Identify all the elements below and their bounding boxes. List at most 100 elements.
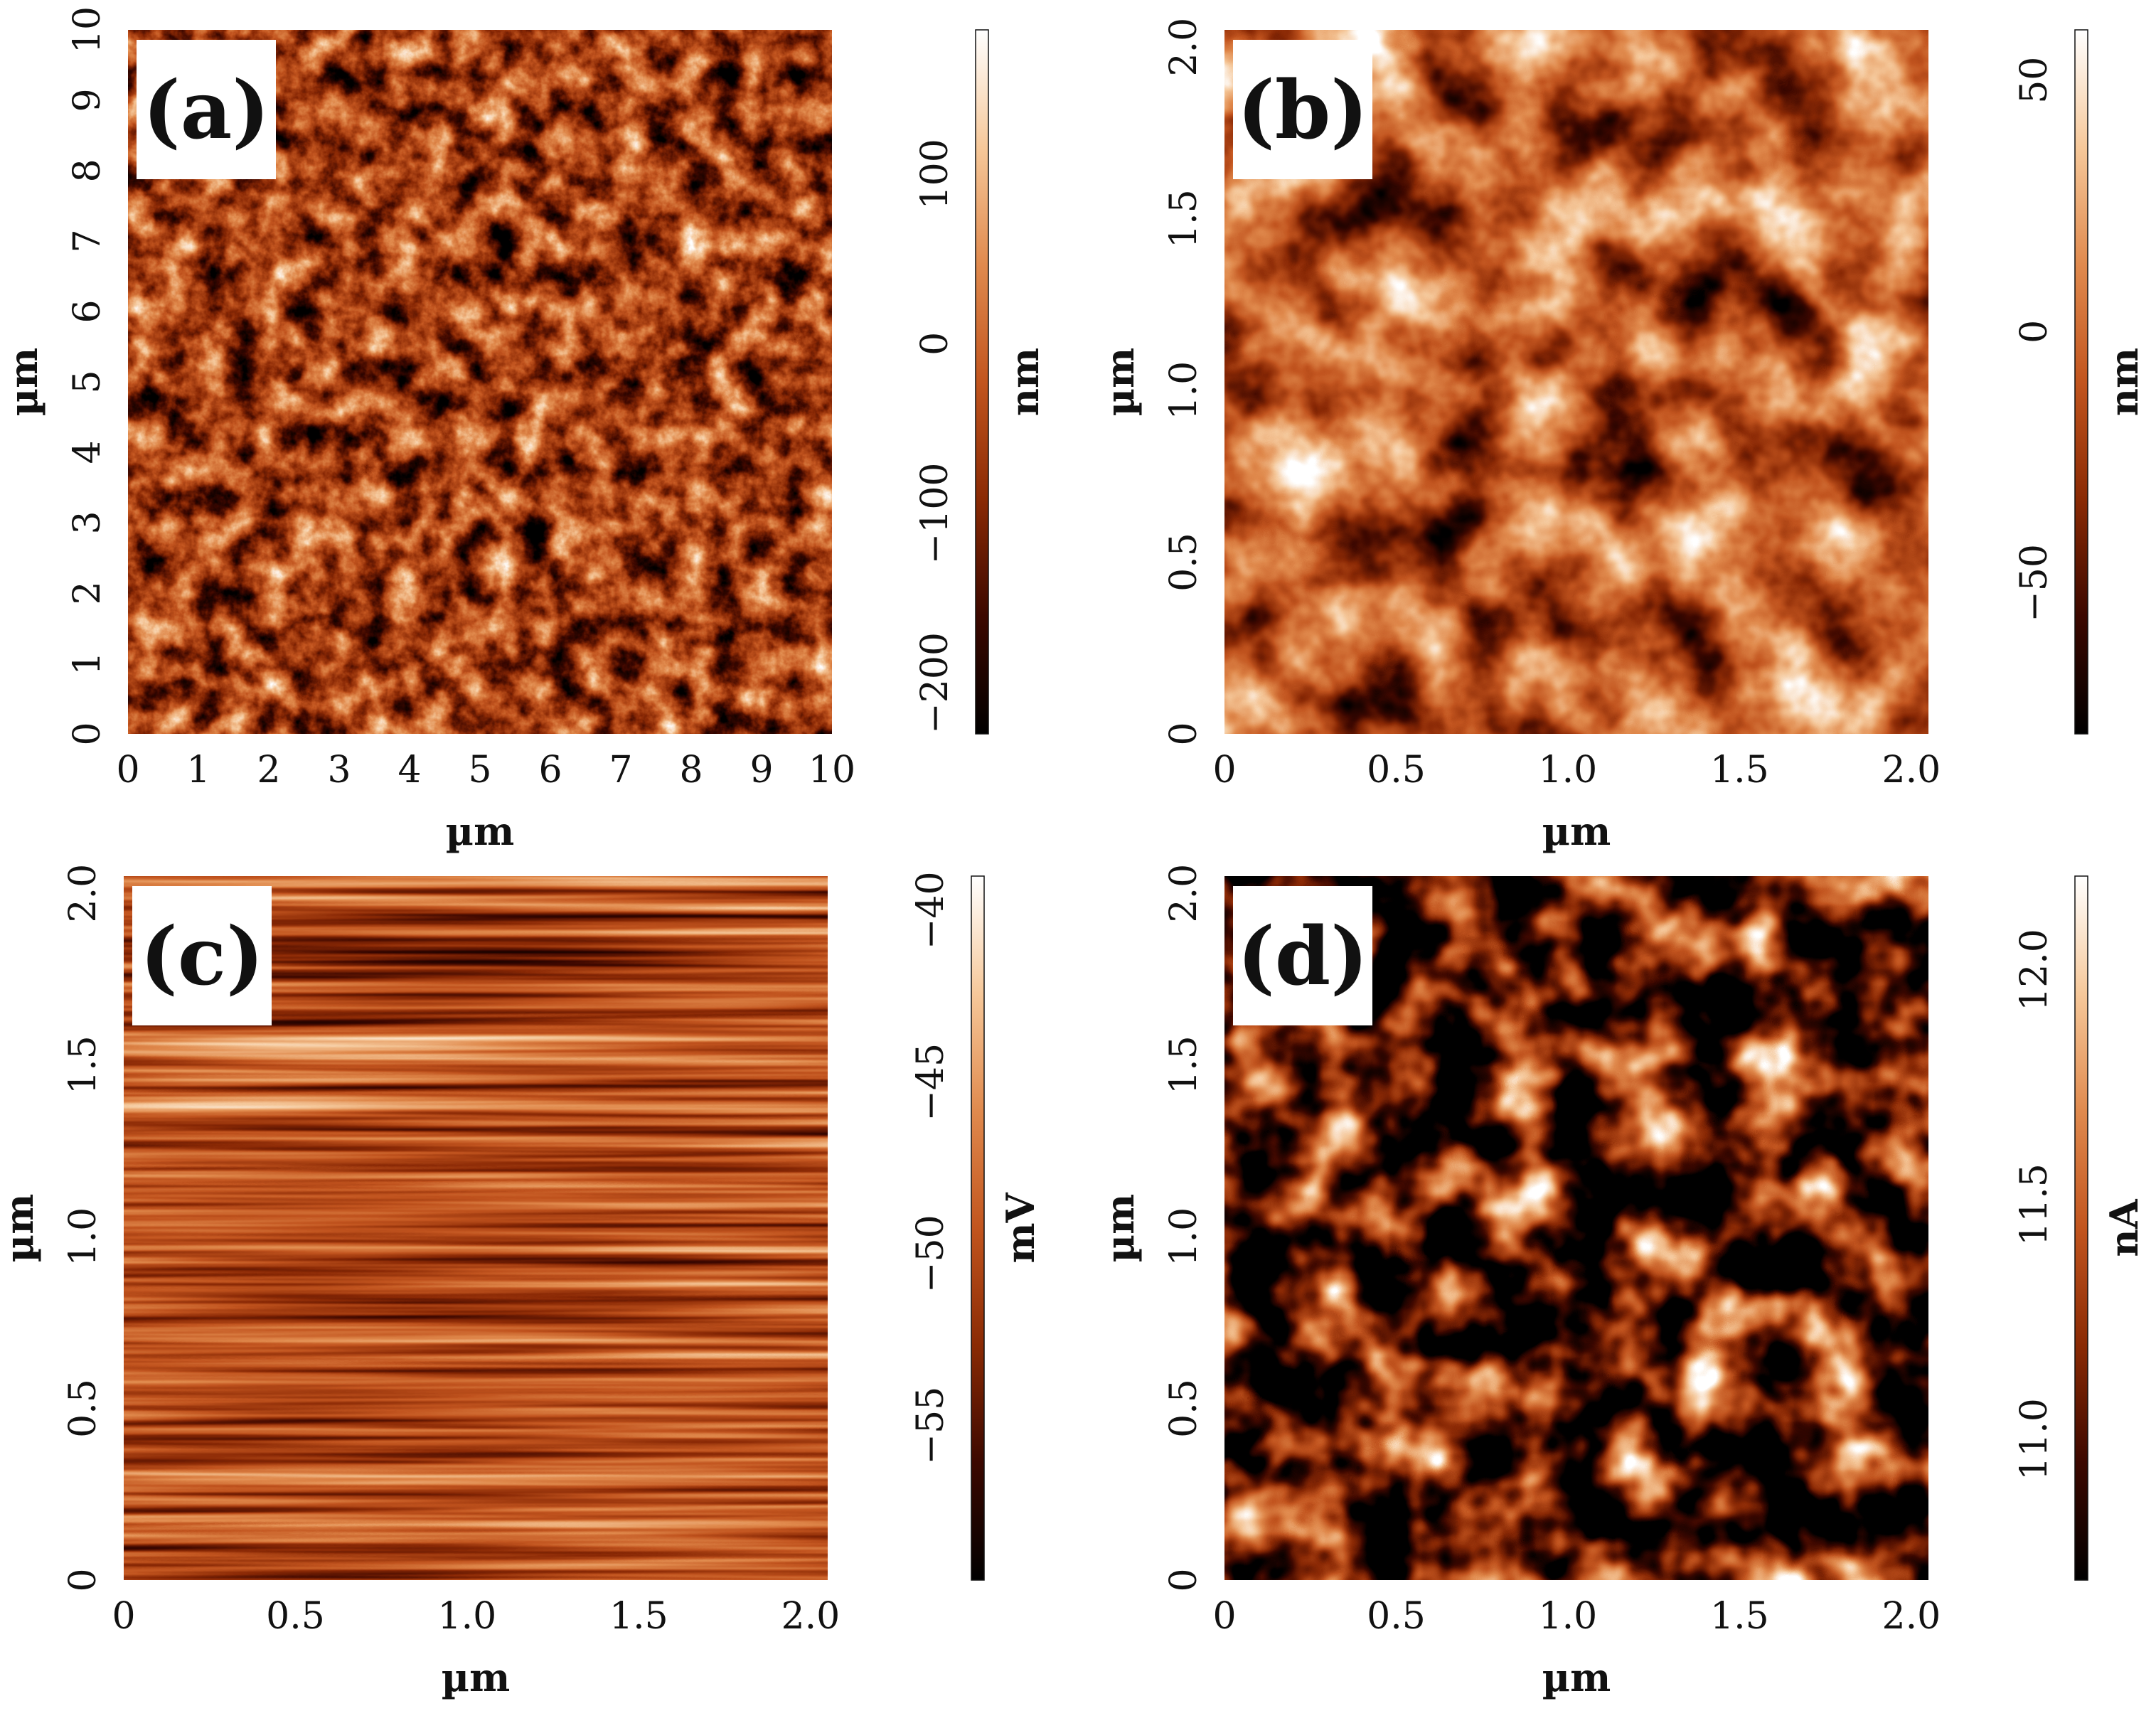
colorbar-unit: nm — [2101, 348, 2147, 416]
y-tick-label: 6 — [66, 299, 109, 323]
y-axis-label: µm — [1, 348, 46, 417]
x-tick-label: 0 — [1212, 1595, 1236, 1638]
colorbar-tick-label: −55 — [909, 1387, 952, 1465]
y-tick-label: 2 — [66, 581, 109, 604]
colorbar-gradient — [975, 29, 989, 735]
colorbar-a: −200 −100 0 100 nm — [914, 29, 1047, 735]
x-tick-label: 10 — [808, 749, 855, 791]
y-tick-label: 0.5 — [1163, 533, 1205, 592]
y-tick-label: 4 — [66, 440, 109, 464]
y-tick-label: 3 — [66, 511, 109, 534]
y-tick-label: 1.5 — [62, 1035, 105, 1094]
x-tick-label: 1.0 — [1539, 1595, 1598, 1638]
colorbar-gradient — [2074, 875, 2088, 1581]
x-tick-label: 4 — [397, 749, 421, 791]
panel-label-text: (b) — [1237, 64, 1368, 157]
y-tick-label: 1.0 — [1163, 361, 1205, 420]
colorbar-tick-label: 12.0 — [2013, 929, 2056, 1011]
x-tick-label: 0.5 — [1367, 749, 1426, 791]
x-tick-label: 1.5 — [1710, 749, 1769, 791]
x-tick-label: 1.0 — [438, 1595, 497, 1638]
panel-label-d: (d) — [1233, 886, 1372, 1025]
panel-label-text: (d) — [1237, 910, 1368, 1003]
x-tick-label: 0 — [112, 1595, 135, 1638]
colorbar-unit: nA — [2101, 1198, 2147, 1257]
panel-b: (b) 0 0.5 1.0 1.5 2.0 0 0.5 1.0 1.5 2.0 µm µm −50 0 50 n… — [1097, 18, 2147, 854]
panel-label-a: (a) — [137, 40, 276, 179]
colorbar-c: −55 −50 −45 −40 mV — [909, 871, 1043, 1581]
panel-label-text: (a) — [143, 64, 270, 157]
y-tick-label: 8 — [66, 159, 109, 182]
colorbar-tick-label: 11.5 — [2013, 1163, 2056, 1246]
y-tick-label: 7 — [66, 229, 109, 252]
colorbar-tick-label: 100 — [914, 139, 956, 209]
panel-label-box — [132, 886, 272, 1025]
y-tick-label: 1 — [66, 651, 109, 675]
colorbar-unit: mV — [998, 1192, 1043, 1263]
panel-a: (a)0 1 2 3 4 5 6 7 8 9 10012345678910µmµm−200−1000… — [1, 6, 1047, 854]
x-axis-label: µm — [1542, 1655, 1611, 1700]
panel-label-box — [1233, 40, 1372, 179]
colorbar-gradient — [971, 875, 985, 1581]
x-tick-label: 1.5 — [1710, 1595, 1769, 1638]
colorbar-tick-label: 0 — [914, 332, 956, 356]
x-tick-label: 6 — [538, 749, 562, 791]
x-tick-label: 0 — [1212, 749, 1236, 791]
colorbar-b: −50 0 50 nm — [2013, 29, 2147, 735]
x-axis-label: µm — [446, 809, 515, 854]
colorbar-tick-label: −40 — [909, 871, 952, 949]
colorbar-unit: nm — [1002, 348, 1047, 416]
panel-label-box — [137, 40, 276, 179]
y-tick-label: 2.0 — [1163, 18, 1205, 77]
y-tick-label: 0 — [1163, 1568, 1205, 1591]
colorbar-tick-label: 50 — [2013, 57, 2056, 104]
colorbar-tick-label: 11.0 — [2013, 1398, 2056, 1481]
x-tick-label: 3 — [327, 749, 351, 791]
colorbar-tick-label: −100 — [914, 462, 956, 564]
colorbar-tick-label: −50 — [2013, 544, 2056, 622]
x-tick-label: 1.0 — [1539, 749, 1598, 791]
y-tick-label: 1.5 — [1163, 1035, 1205, 1094]
y-tick-label: 5 — [66, 370, 109, 393]
panel-label-b: (b) — [1233, 40, 1372, 179]
panel-c: (c)0 0.5 1.0 1.5 2.000.51.01.52.0µmµm−55−50−… — [0, 864, 1043, 1700]
colorbar-tick-label: 0 — [2013, 320, 2056, 343]
x-tick-label: 7 — [609, 749, 632, 791]
x-tick-label: 0.5 — [266, 1595, 325, 1638]
x-tick-label: 2 — [257, 749, 280, 791]
colorbar-tick-label: −45 — [909, 1043, 952, 1121]
colorbar-tick-label: −200 — [914, 632, 956, 734]
colorbar-d: 11.0 11.5 12.0 nA — [2013, 875, 2147, 1581]
x-tick-label: 2.0 — [781, 1595, 840, 1638]
y-tick-label: 0.5 — [1163, 1379, 1205, 1438]
y-tick-label: 0 — [66, 722, 109, 745]
x-tick-label: 1 — [186, 749, 210, 791]
y-axis-label: µm — [0, 1194, 42, 1263]
panel-label-text: (c) — [140, 910, 264, 1003]
x-axis-label: µm — [442, 1655, 511, 1700]
y-tick-label: 9 — [66, 88, 109, 112]
x-tick-label: 2.0 — [1882, 749, 1941, 791]
y-tick-label: 0 — [1163, 722, 1205, 745]
panel-d: (d)0 0.5 1.0 1.5 2.000.51.01.52.0µmµm11.011.… — [1097, 864, 2147, 1700]
y-tick-label: 2.0 — [1163, 864, 1205, 923]
y-tick-label: 0 — [62, 1568, 105, 1591]
x-tick-label: 5 — [468, 749, 491, 791]
x-tick-label: 0.5 — [1367, 1595, 1426, 1638]
y-tick-label: 2.0 — [62, 864, 105, 923]
colorbar-tick-label: −50 — [909, 1215, 952, 1293]
x-axis-label: µm — [1542, 809, 1611, 854]
x-tick-label: 9 — [749, 749, 773, 791]
x-tick-label: 1.5 — [609, 1595, 668, 1638]
colorbar-gradient — [2074, 29, 2088, 735]
x-tick-label: 8 — [679, 749, 703, 791]
panel-label-c: (c) — [132, 886, 272, 1025]
y-tick-label: 1.0 — [1163, 1207, 1205, 1266]
y-axis-label: µm — [1097, 1194, 1143, 1263]
y-axis-label: µm — [1097, 348, 1143, 417]
x-tick-label: 0 — [116, 749, 139, 791]
y-tick-label: 1.5 — [1163, 189, 1205, 248]
y-tick-label: 1.0 — [62, 1207, 105, 1266]
y-tick-label: 10 — [66, 6, 109, 53]
